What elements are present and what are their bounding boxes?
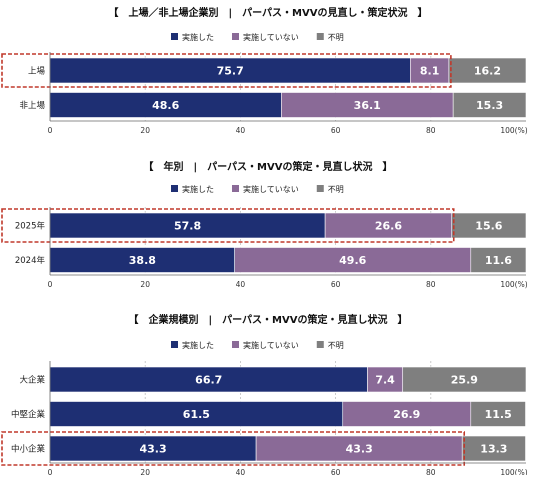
data-label: 7.4 <box>375 374 395 387</box>
legend-swatch <box>232 341 239 348</box>
x-tick-label: 0 <box>48 126 53 135</box>
data-label: 49.6 <box>339 254 366 267</box>
x-tick-label: 40 <box>236 280 246 289</box>
data-label: 38.8 <box>129 254 156 267</box>
legend-label: 実施していない <box>243 32 299 42</box>
legend-swatch <box>316 341 324 348</box>
bar-segment <box>448 57 527 84</box>
data-label: 66.7 <box>195 374 222 387</box>
data-label: 16.2 <box>474 65 501 78</box>
highlight-box <box>1 208 455 243</box>
legend-swatch <box>316 185 324 192</box>
bar-segment <box>451 212 527 239</box>
x-tick-label: 100(%) <box>500 126 527 135</box>
x-tick-label: 0 <box>48 280 53 289</box>
bar-segment <box>470 247 527 273</box>
x-tick-label: 20 <box>140 280 150 289</box>
data-label: 43.3 <box>346 443 373 456</box>
category-label: 上場 <box>28 66 46 77</box>
x-tick-label: 20 <box>140 468 150 475</box>
data-label: 8.1 <box>420 65 440 78</box>
chart-title: 【 上場／非上場企業別 | パーパス・MVVの見直し・策定状況 】 <box>109 6 428 19</box>
category-label: 中小企業 <box>11 444 46 455</box>
category-label: 2025年 <box>15 221 46 232</box>
highlight-box <box>1 431 466 466</box>
x-tick-label: 60 <box>331 280 341 289</box>
bar-segment <box>49 57 411 84</box>
bar-segment <box>470 401 526 427</box>
bar-segment <box>255 435 463 462</box>
category-label: 非上場 <box>19 100 45 111</box>
legend-swatch <box>171 33 178 40</box>
legend-swatch <box>232 185 239 192</box>
bar-segment <box>324 212 453 239</box>
data-label: 11.5 <box>485 408 512 421</box>
data-label: 75.7 <box>217 65 244 78</box>
data-label: 48.6 <box>152 99 179 112</box>
data-label: 43.3 <box>139 443 166 456</box>
x-tick-label: 20 <box>140 126 150 135</box>
bar-segment <box>49 401 344 427</box>
legend-label: 実施した <box>182 340 214 350</box>
legend-label: 実施した <box>182 32 214 42</box>
legend-label: 不明 <box>328 33 344 42</box>
data-label: 11.6 <box>485 254 512 267</box>
x-tick-label: 80 <box>426 468 436 475</box>
bar-segment <box>49 247 235 273</box>
chart-title: 【 企業規模別 | パーパス・MVVの策定・見直し状況 】 <box>129 313 408 326</box>
x-tick-label: 0 <box>48 468 53 475</box>
category-label: 2024年 <box>15 255 46 266</box>
bar-segment <box>49 212 326 239</box>
legend-swatch <box>316 33 324 40</box>
category-label: 中堅企業 <box>11 409 46 420</box>
legend-label: 実施していない <box>243 340 299 350</box>
bar-segment <box>49 366 368 393</box>
bar-segment <box>461 435 526 462</box>
x-tick-label: 40 <box>236 126 246 135</box>
bar-segment <box>342 401 472 427</box>
legend-label: 実施した <box>182 184 214 194</box>
data-label: 15.6 <box>475 220 502 233</box>
data-label: 15.3 <box>476 99 503 112</box>
data-label: 26.9 <box>393 408 420 421</box>
legend-label: 不明 <box>328 341 344 350</box>
legend-swatch <box>232 33 239 40</box>
bar-segment <box>234 247 472 273</box>
highlight-box <box>1 53 452 88</box>
x-tick-label: 80 <box>426 126 436 135</box>
data-label: 26.6 <box>375 220 402 233</box>
chart-title: 【 年別 | パーパス・MVVの策定・見直し状況 】 <box>144 160 393 173</box>
legend-label: 実施していない <box>243 184 299 194</box>
x-tick-label: 80 <box>426 280 436 289</box>
category-label: 大企業 <box>19 375 45 386</box>
bar-segment <box>410 57 450 84</box>
x-tick-label: 60 <box>331 468 341 475</box>
data-label: 36.1 <box>354 99 381 112</box>
legend-label: 不明 <box>328 185 344 194</box>
data-label: 61.5 <box>183 408 210 421</box>
data-label: 25.9 <box>451 374 478 387</box>
x-tick-label: 60 <box>331 126 341 135</box>
legend-swatch <box>171 341 178 348</box>
bar-segment <box>452 92 527 118</box>
bar-segment <box>402 366 527 393</box>
bar-segment <box>367 366 404 393</box>
x-tick-label: 100(%) <box>500 280 527 289</box>
legend-swatch <box>171 185 178 192</box>
x-tick-label: 100(%) <box>500 468 527 475</box>
x-tick-label: 40 <box>236 468 246 475</box>
data-label: 57.8 <box>174 220 201 233</box>
data-label: 13.3 <box>480 443 507 456</box>
